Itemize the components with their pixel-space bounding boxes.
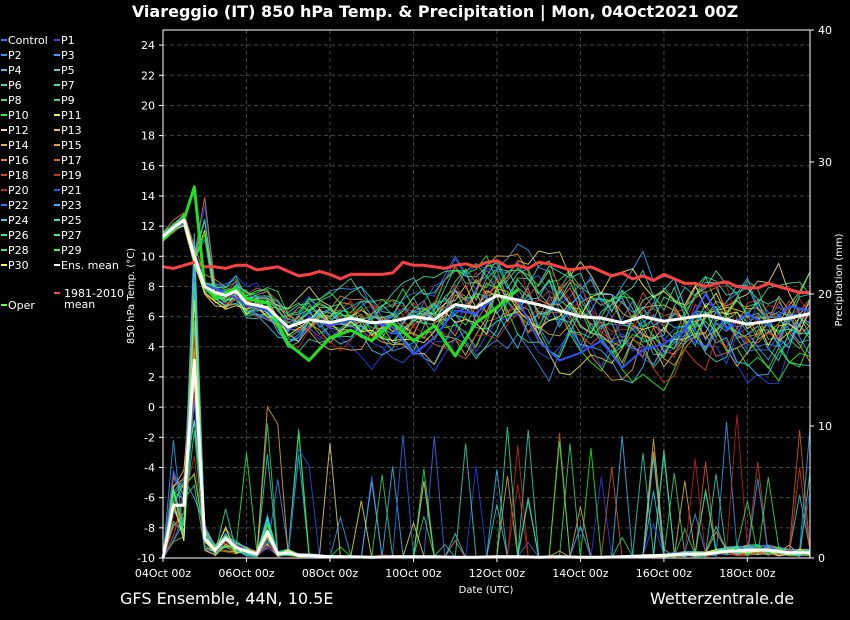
- legend-label: P27: [61, 229, 82, 242]
- legend-label: P15: [61, 139, 82, 152]
- y-tick-label: 6: [148, 311, 155, 324]
- y2-tick-label: 40: [818, 24, 832, 37]
- y-tick-label: 18: [141, 130, 155, 143]
- ensemble-member-temp: [162, 220, 811, 359]
- y-tick-label: 22: [141, 69, 155, 82]
- y-tick-label: 8: [148, 280, 155, 293]
- y-tick-label: 16: [141, 160, 155, 173]
- legend-label: P8: [8, 94, 22, 107]
- legend-label: P16: [8, 154, 29, 167]
- y-tick-label: 2: [148, 371, 155, 384]
- legend-label: P3: [61, 49, 75, 62]
- chart-title: Viareggio (IT) 850 hPa Temp. & Precipita…: [132, 2, 738, 22]
- y-tick-label: 20: [141, 99, 155, 112]
- y-tick-label: 10: [141, 250, 155, 263]
- series-lines: [161, 185, 811, 559]
- x-tick-label: 12Oct 00z: [469, 567, 526, 580]
- legend-label: P12: [8, 124, 29, 137]
- y-tick-label: -6: [144, 492, 155, 505]
- y-tick-label: -8: [144, 522, 155, 535]
- series-line-control: [162, 222, 811, 369]
- y2-tick-label: 30: [818, 156, 832, 169]
- x-tick-label: 06Oct 00z: [218, 567, 275, 580]
- legend-label: P7: [61, 79, 75, 92]
- y-tick-label: -2: [144, 431, 155, 444]
- legend-label: P24: [8, 214, 29, 227]
- ensemble-member-temp: [162, 218, 811, 360]
- legend-label: 1981-2010: [64, 287, 124, 300]
- y-tick-label: 4: [148, 341, 155, 354]
- legend-label: Ens. mean: [61, 259, 119, 272]
- legend-label: P11: [61, 109, 82, 122]
- x-tick-label: 16Oct 00z: [636, 567, 693, 580]
- legend-label: P30: [8, 259, 29, 272]
- legend-label: P21: [61, 184, 82, 197]
- ensemble-member-temp: [162, 219, 811, 361]
- x-axis-ticks: 04Oct 00z 06Oct 00z 08Oct 00z 10Oct 00z 12Oc…: [135, 558, 776, 580]
- y-tick-label: 12: [141, 220, 155, 233]
- y-axis-label: 850 hPa Temp. (°C): [126, 248, 137, 344]
- y2-tick-label: 0: [818, 552, 825, 565]
- legend-label: P5: [61, 64, 75, 77]
- legend-label: Oper: [8, 299, 35, 312]
- series-line-1981-2010-mean: [162, 259, 810, 294]
- legend-label: P1: [61, 34, 75, 47]
- legend-label: Control: [8, 34, 48, 47]
- y-tick-label: -4: [144, 461, 155, 474]
- legend-label: P22: [8, 199, 29, 212]
- y2-axis-ticks: 0 10 20 30 40: [810, 24, 832, 565]
- y-tick-label: -10: [137, 552, 155, 565]
- footer-left: GFS Ensemble, 44N, 10.5E: [120, 589, 333, 608]
- x-axis-label: Date (UTC): [459, 585, 514, 596]
- legend-label: P9: [61, 94, 75, 107]
- legend-label: P26: [8, 229, 29, 242]
- series-line-oper: [161, 185, 519, 362]
- legend-label: P19: [61, 169, 82, 182]
- legend-label: P13: [61, 124, 82, 137]
- ensemble-member-temp: [162, 221, 811, 376]
- legend-label: P20: [8, 184, 29, 197]
- series-line-ens-mean: [162, 218, 811, 329]
- legend-label: P4: [8, 64, 22, 77]
- footer-right: Wetterzentrale.de: [650, 589, 794, 608]
- x-tick-label: 18Oct 00z: [719, 567, 776, 580]
- y-tick-label: 24: [141, 39, 155, 52]
- y2-tick-label: 20: [818, 288, 832, 301]
- x-tick-label: 14Oct 00z: [552, 567, 609, 580]
- legend: Control P1 P2 P3 P4 P5 P6 P7 P8 P9 P10 P11 P12 P13 P14…: [1, 34, 124, 312]
- legend-label: P6: [8, 79, 22, 92]
- y2-tick-label: 10: [818, 420, 832, 433]
- legend-label: P28: [8, 244, 29, 257]
- x-tick-label: 04Oct 00z: [135, 567, 192, 580]
- y-tick-label: 14: [141, 190, 155, 203]
- legend-label: P2: [8, 49, 22, 62]
- y2-axis-label: Precipitation (mm): [834, 233, 845, 326]
- x-tick-label: 10Oct 00z: [385, 567, 442, 580]
- legend-label: mean: [64, 298, 95, 311]
- ensemble-member-temp: [162, 223, 811, 360]
- y-tick-label: 0: [148, 401, 155, 414]
- legend-label: P25: [61, 214, 82, 227]
- legend-label: P23: [61, 199, 82, 212]
- x-tick-label: 08Oct 00z: [302, 567, 359, 580]
- legend-label: P18: [8, 169, 29, 182]
- ensemble-member-temp: [162, 221, 811, 384]
- ensemble-member-temp: [162, 220, 811, 370]
- legend-label: P17: [61, 154, 82, 167]
- series-line-precip-mean: [161, 358, 810, 559]
- legend-label: P29: [61, 244, 82, 257]
- legend-label: P14: [8, 139, 29, 152]
- legend-label: P10: [8, 109, 29, 122]
